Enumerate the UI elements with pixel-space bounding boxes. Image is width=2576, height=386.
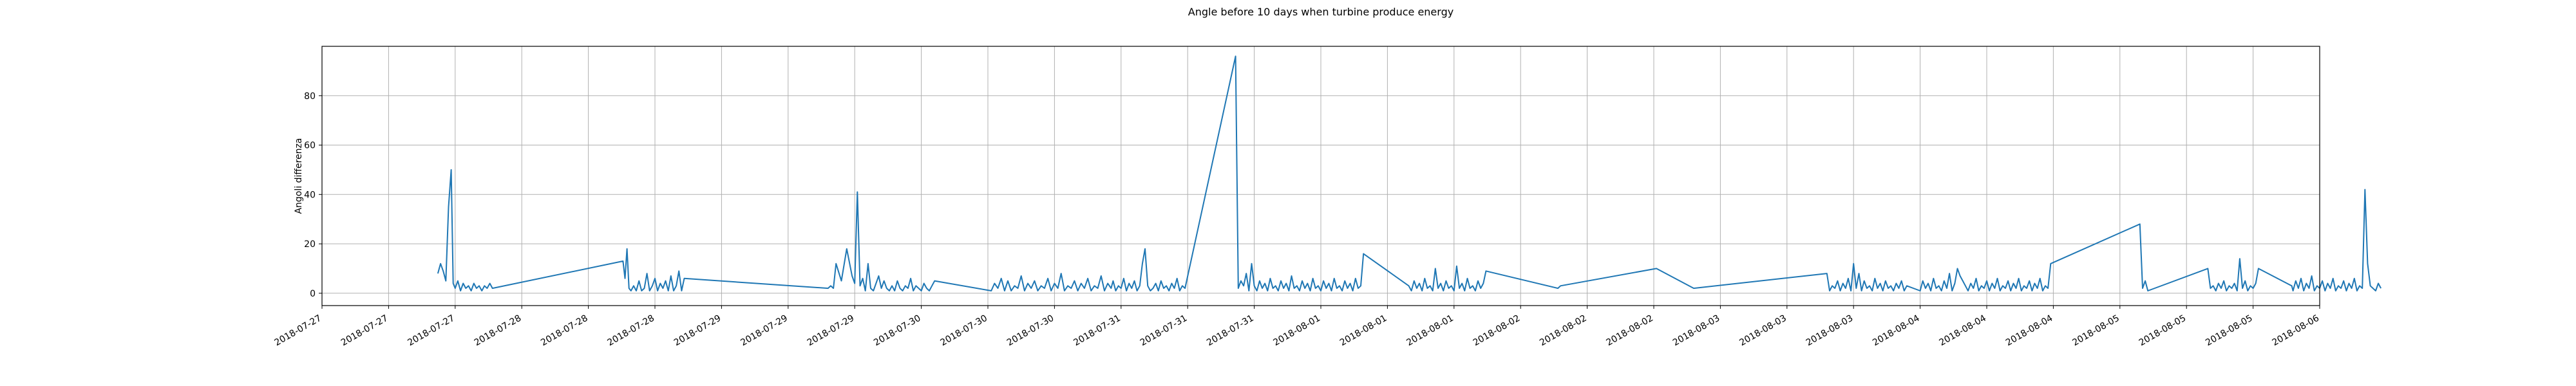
chart-title: Angle before 10 days when turbine produc…	[1188, 6, 1454, 18]
x-tick-label: 2018-08-04	[1871, 313, 1922, 349]
x-tick-label: 2018-07-31	[1139, 313, 1189, 349]
x-tick-label: 2018-07-29	[806, 313, 856, 349]
x-tick-label: 2018-08-05	[2070, 313, 2121, 349]
x-tick-label: 2018-07-31	[1072, 313, 1122, 349]
y-tick-label: 20	[304, 239, 316, 250]
x-tick-label: 2018-08-03	[1738, 313, 1788, 349]
y-tick-label: 60	[304, 141, 316, 151]
x-tick-label: 2018-07-28	[473, 313, 523, 349]
x-tick-label: 2018-08-01	[1405, 313, 1455, 349]
plot-area: 2018-07-27 2018-07-27 2018-07-27 2018-07-28…	[273, 46, 2382, 348]
y-axis-label: Angoli differenza	[294, 138, 304, 214]
x-tick-label: 2018-07-29	[672, 313, 723, 349]
y-tick-label: 40	[304, 190, 316, 200]
x-tick-label: 2018-08-04	[1938, 313, 1989, 349]
y-tick-label: 0	[310, 289, 316, 299]
x-tick-label: 2018-08-02	[1472, 313, 1522, 349]
x-tick-label: 2018-07-27	[339, 313, 390, 349]
x-tick-label: 2018-07-30	[939, 313, 989, 349]
x-tick-label: 2018-08-01	[1338, 313, 1388, 349]
x-tick-label: 2018-07-31	[1205, 313, 1255, 349]
x-tick-label: 2018-08-03	[1671, 313, 1721, 349]
x-tick-label: 2018-08-02	[1605, 313, 1655, 349]
x-tick-label: 2018-08-03	[1804, 313, 1855, 349]
x-tick-label: 2018-08-05	[2204, 313, 2254, 349]
y-tick-label: 80	[304, 91, 316, 102]
x-tick-label: 2018-07-30	[872, 313, 922, 349]
x-tick-label: 2018-07-30	[1005, 313, 1056, 349]
series-line	[437, 55, 2382, 291]
x-tick-label: 2018-08-05	[2137, 313, 2188, 349]
x-tick-label: 2018-07-29	[739, 313, 789, 349]
x-tick-label: 2018-07-28	[539, 313, 589, 349]
x-tick-label: 2018-07-27	[273, 313, 323, 349]
x-tick-label: 2018-07-28	[606, 313, 656, 349]
x-tick-label: 2018-08-01	[1272, 313, 1322, 349]
plot-frame	[321, 46, 2320, 306]
x-tick-label: 2018-08-06	[2271, 313, 2322, 349]
x-tick-label: 2018-08-04	[2004, 313, 2055, 349]
x-tick-label: 2018-07-27	[406, 313, 456, 349]
x-tick-label: 2018-08-02	[1538, 313, 1588, 349]
